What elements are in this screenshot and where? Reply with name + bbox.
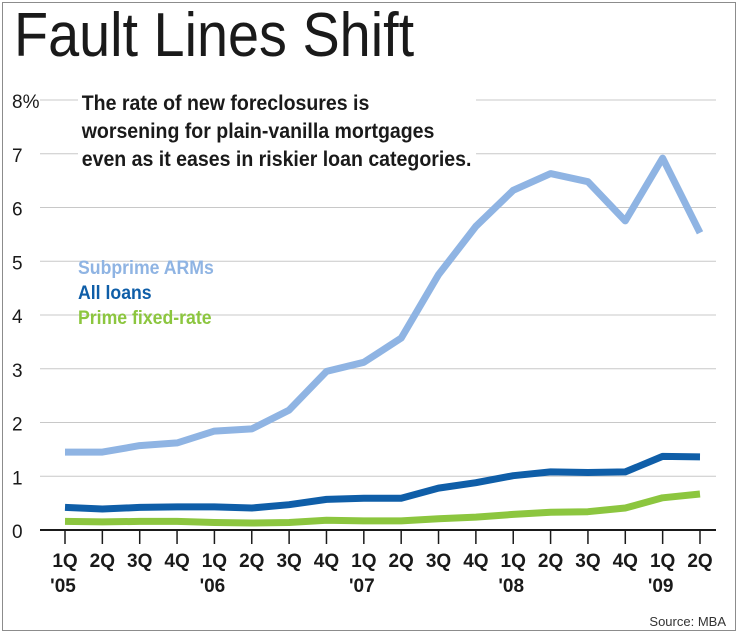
legend: Subprime ARMs All loans Prime fixed-rate [78,256,224,331]
x-tick-label: 3Q [426,551,451,572]
legend-prime-fixed-rate: Prime fixed-rate [78,308,212,329]
y-tick-label: 8% [12,92,40,113]
chart-subtitle: The rate of new foreclosures is worsenin… [78,90,477,176]
x-tick-label: 4Q [463,551,488,572]
x-year-label: '09 [648,576,674,597]
x-year-label: '07 [349,576,375,597]
x-year-label: '06 [200,576,226,597]
y-tick-label: 5 [12,253,23,274]
x-tick-label: 2Q [388,551,413,572]
x-tick-label: 4Q [164,551,189,572]
x-tick-label: 1Q [501,551,526,572]
x-tick-label: 3Q [276,551,301,572]
y-tick-label: 1 [12,468,23,489]
x-tick-label: 2Q [90,551,115,572]
legend-all-loans: All loans [78,283,152,304]
x-tick-label: 3Q [575,551,600,572]
y-tick-label: 3 [12,361,23,382]
x-tick-label: 3Q [127,551,152,572]
x-tick-label: 2Q [687,551,712,572]
legend-subprime-arms: Subprime ARMs [78,258,214,279]
x-tick-label: 1Q [650,551,675,572]
chart-title: Fault Lines Shift [14,1,415,70]
series-line-prime-fixed-rate [64,490,701,527]
x-tick-label: 1Q [202,551,227,572]
x-tick-label: 4Q [613,551,638,572]
y-tick-label: 0 [12,522,23,543]
y-tick-label: 4 [12,307,23,328]
series-line-subprime-arms [65,154,704,456]
x-year-label: '08 [498,576,524,597]
source-note: Source: MBA [649,614,726,629]
y-tick-label: 2 [12,415,23,436]
x-tick-label: 1Q [52,551,77,572]
x-tick-label: 2Q [239,551,264,572]
y-tick-label: 6 [12,200,23,221]
x-tick-label: 2Q [538,551,563,572]
x-tick-label: 1Q [351,551,376,572]
x-tick-label: 4Q [314,551,339,572]
x-year-label: '05 [50,576,76,597]
y-tick-label: 7 [12,146,23,167]
series-line-all-loans [64,452,701,513]
